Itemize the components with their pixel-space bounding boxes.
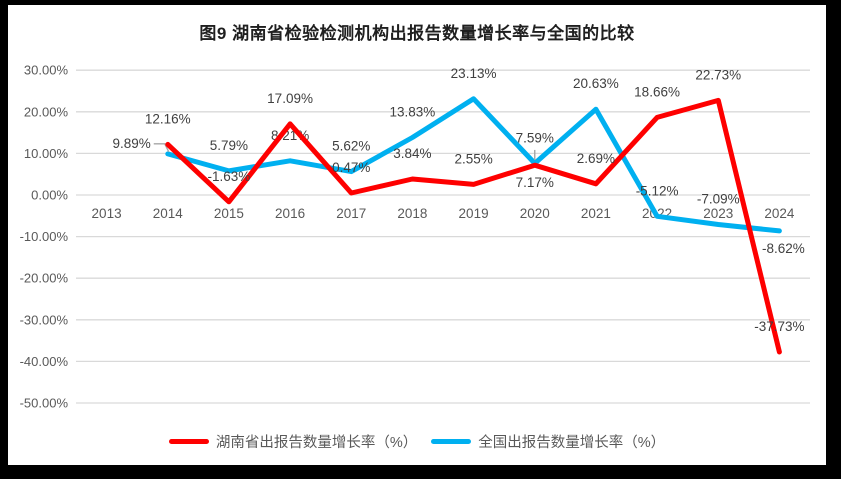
- y-tick-label: 20.00%: [24, 104, 69, 119]
- x-tick-label: 2023: [703, 206, 733, 221]
- y-tick-label: -40.00%: [20, 354, 69, 369]
- data-label: 12.16%: [145, 111, 191, 126]
- data-label: -37.73%: [754, 319, 804, 334]
- y-tick-label: 0.00%: [31, 188, 68, 203]
- data-label: 13.83%: [390, 104, 436, 119]
- x-tick-label: 2021: [581, 206, 611, 221]
- data-label: 3.84%: [393, 146, 431, 161]
- x-tick-label: 2017: [336, 206, 366, 221]
- x-tick-label: 2024: [764, 206, 795, 221]
- x-tick-label: 2016: [275, 206, 305, 221]
- chart-title: 图9 湖南省检验检测机构出报告数量增长率与全国的比较: [199, 24, 635, 43]
- y-tick-label: -50.00%: [20, 396, 69, 411]
- data-label: 22.73%: [695, 67, 741, 82]
- x-tick-label: 2019: [459, 206, 489, 221]
- series-line-hunan[interactable]: [165, 97, 782, 355]
- data-label: 7.59%: [516, 130, 554, 145]
- data-label: -7.09%: [697, 191, 740, 206]
- data-label: -8.62%: [762, 241, 805, 256]
- y-tick-label: 30.00%: [24, 63, 69, 78]
- x-tick-label: 2018: [397, 206, 427, 221]
- x-tick-label: 2014: [153, 206, 184, 221]
- label-leader-line: [153, 143, 170, 153]
- data-label: 20.63%: [573, 76, 619, 91]
- chart-card: [8, 5, 826, 465]
- data-label: 9.89%: [112, 136, 150, 151]
- legend-item-national[interactable]: 全国出报告数量增长率（%）: [431, 431, 665, 452]
- data-label: -5.12%: [636, 183, 679, 198]
- y-tick-label: -10.00%: [20, 229, 69, 244]
- legend-label: 湖南省出报告数量增长率（%）: [215, 434, 418, 451]
- legend-swatch: [168, 438, 209, 444]
- y-tick-label: -30.00%: [20, 312, 69, 327]
- y-tick-label: -20.00%: [20, 271, 69, 286]
- legend-label: 全国出报告数量增长率（%）: [478, 434, 666, 451]
- x-tick-label: 2015: [214, 206, 244, 221]
- data-label: 0.47%: [332, 160, 370, 175]
- data-label: 18.66%: [634, 84, 680, 99]
- data-label: 2.69%: [577, 151, 615, 166]
- data-label: 23.13%: [451, 66, 497, 81]
- series-line-national[interactable]: [165, 96, 782, 234]
- data-label: 7.17%: [516, 175, 554, 190]
- legend-item-hunan[interactable]: 湖南省出报告数量增长率（%）: [168, 431, 418, 452]
- data-label: 17.09%: [267, 91, 313, 106]
- data-label: 2.55%: [454, 151, 492, 166]
- chart-legend: 湖南省出报告数量增长率（%） 全国出报告数量增长率（%）: [8, 429, 826, 453]
- data-label: 5.79%: [210, 138, 248, 153]
- x-tick-label: 2020: [520, 206, 550, 221]
- data-label: -1.63%: [208, 169, 251, 184]
- data-label: 5.62%: [332, 139, 370, 154]
- legend-swatch: [431, 438, 472, 444]
- y-tick-label: 10.00%: [24, 146, 69, 161]
- x-tick-label: 2013: [92, 206, 122, 221]
